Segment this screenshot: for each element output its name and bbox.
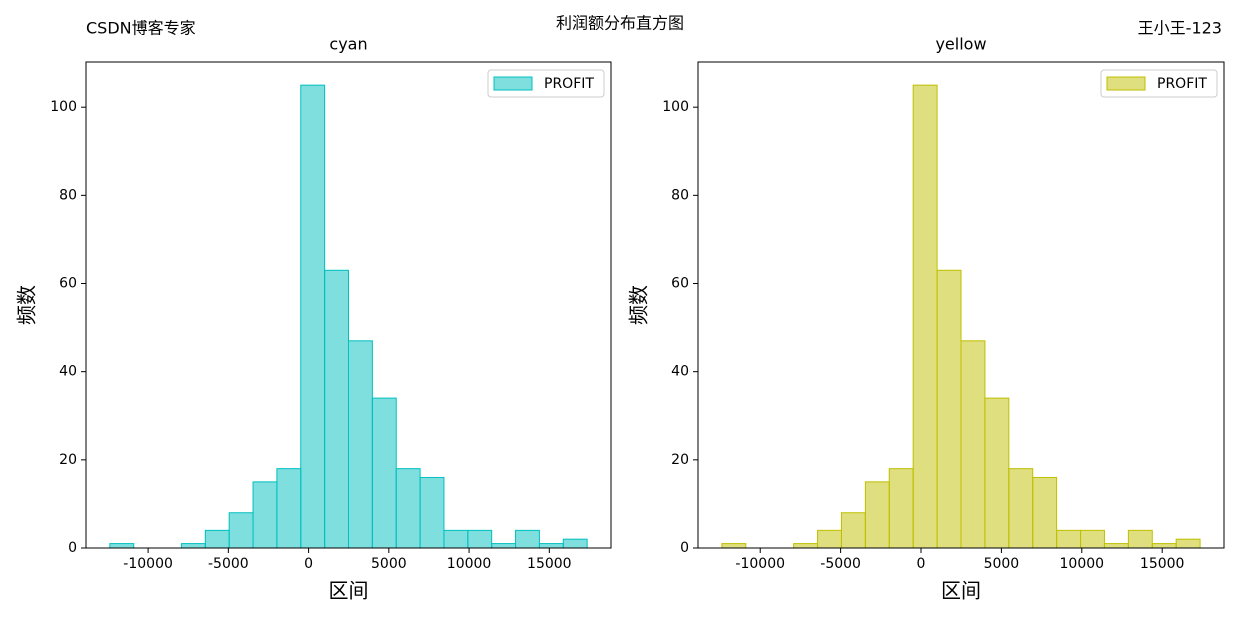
y-tick-label: 20: [59, 452, 77, 468]
bar: [109, 543, 135, 549]
bar: [864, 481, 890, 549]
y-axis-label: 频数: [627, 285, 651, 325]
y-tick-label: 0: [680, 540, 689, 556]
bar: [491, 543, 517, 549]
bar: [960, 340, 986, 549]
bar: [300, 84, 326, 549]
y-tick-label: 40: [59, 364, 77, 380]
bar: [467, 529, 493, 549]
y-tick-label: 0: [68, 540, 77, 556]
x-tick-label: 5000: [371, 556, 407, 572]
y-tick-label: 80: [59, 187, 77, 203]
y-tick-label: 40: [671, 364, 689, 380]
bar: [1008, 468, 1034, 549]
x-tick-label: -10000: [123, 556, 173, 572]
bar: [1103, 543, 1129, 549]
x-tick-label: -10000: [735, 556, 785, 572]
bar: [936, 269, 962, 549]
left-note: CSDN博客专家: [86, 19, 196, 38]
y-tick-label: 100: [50, 99, 77, 115]
x-axis-label: 区间: [941, 579, 981, 603]
x-tick-label: -5000: [820, 556, 861, 572]
bar: [817, 529, 842, 549]
bar: [324, 269, 349, 549]
bar: [721, 543, 747, 549]
bar: [1056, 529, 1082, 549]
x-tick-label: 15000: [527, 556, 572, 572]
axes-frame: [697, 61, 1225, 549]
bar: [395, 468, 421, 549]
y-tick-label: 60: [671, 276, 689, 292]
bar: [443, 529, 469, 549]
suptitle: 利润额分布直方图: [556, 14, 684, 33]
bar: [276, 468, 302, 549]
x-tick-label: -5000: [208, 556, 249, 572]
bar: [252, 481, 278, 549]
axes-title: cyan: [329, 35, 367, 54]
right-note: 王小王-123: [1138, 19, 1222, 38]
bar: [228, 512, 254, 549]
bar: [180, 543, 206, 549]
bar: [888, 468, 914, 549]
y-tick-label: 100: [662, 99, 689, 115]
x-tick-label: 15000: [1140, 556, 1185, 572]
y-tick-label: 80: [671, 187, 689, 203]
legend-label: PROFIT: [1157, 76, 1207, 92]
bar: [1127, 529, 1153, 549]
bar: [538, 543, 564, 549]
bar: [840, 512, 866, 549]
bar: [562, 538, 588, 549]
bar: [793, 543, 819, 549]
bar: [371, 397, 397, 549]
legend-swatch: [493, 76, 533, 91]
y-tick-label: 20: [671, 452, 689, 468]
x-tick-label: 0: [917, 556, 926, 572]
legend-swatch: [1106, 76, 1146, 91]
axes-frame: [85, 61, 612, 549]
bar: [419, 476, 445, 549]
y-tick-label: 60: [59, 276, 77, 292]
y-axis-label: 频数: [15, 285, 39, 325]
legend-label: PROFIT: [544, 76, 594, 92]
bar: [984, 397, 1010, 549]
x-tick-label: 5000: [984, 556, 1020, 572]
bar: [912, 84, 938, 549]
bar: [348, 340, 373, 549]
bar: [515, 529, 540, 549]
bar: [204, 529, 230, 549]
x-tick-label: 0: [304, 556, 313, 572]
bar: [1175, 538, 1201, 549]
bar: [1151, 543, 1177, 549]
bar: [1032, 476, 1058, 549]
x-axis-label: 区间: [329, 579, 369, 603]
x-tick-label: 10000: [447, 556, 492, 572]
axes-title: yellow: [935, 35, 986, 54]
x-tick-label: 10000: [1060, 556, 1105, 572]
bar: [1080, 529, 1105, 549]
